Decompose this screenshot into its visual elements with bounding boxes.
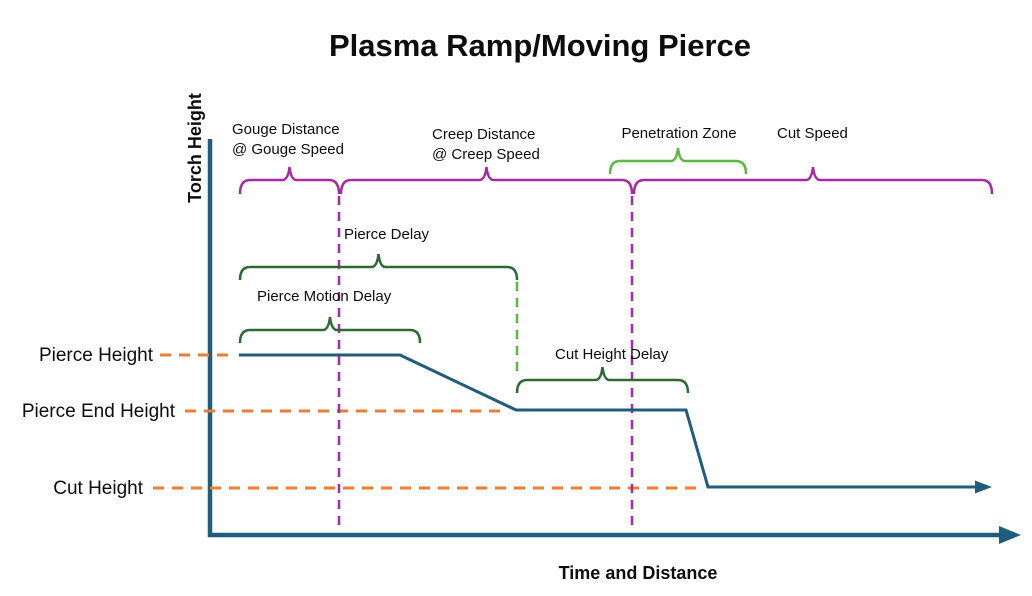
creep-distance-label-line1: Creep Distance <box>432 126 535 143</box>
x-axis-arrowhead-icon <box>999 526 1021 544</box>
pierce-motion-delay-label: Pierce Motion Delay <box>257 288 392 305</box>
torch-profile-arrowhead-icon <box>975 480 992 494</box>
diagram-title: Plasma Ramp/Moving Pierce <box>329 28 751 63</box>
distance-braces-group <box>238 147 994 195</box>
creep-distance-label-line2: @ Creep Speed <box>432 146 540 163</box>
height-reference-lines <box>153 353 700 490</box>
gouge-distance-label-line2: @ Gouge Speed <box>232 141 344 158</box>
x-axis-label: Time and Distance <box>559 563 718 583</box>
torch-profile-line <box>239 353 978 489</box>
creep-distance-brace <box>339 166 634 195</box>
pierce-end-height-label: Pierce End Height <box>22 401 176 422</box>
pierce-delay-label: Pierce Delay <box>344 226 430 243</box>
torch-profile-group <box>239 353 992 494</box>
gouge-distance-label-line1: Gouge Distance <box>232 121 340 138</box>
delay-braces-group <box>238 253 690 394</box>
cut-speed-label: Cut Speed <box>777 125 848 142</box>
pierce-delay-brace <box>238 253 519 281</box>
pierce-height-label: Pierce Height <box>39 345 154 366</box>
axes-group <box>207 139 1021 544</box>
cut-height-label: Cut Height <box>53 478 143 499</box>
axis-lines <box>207 139 1002 538</box>
pierce-motion-delay-brace <box>238 316 422 344</box>
cut-height-delay-brace <box>515 366 690 394</box>
cut-height-delay-label: Cut Height Delay <box>555 346 669 363</box>
gouge-distance-brace <box>238 166 341 195</box>
penetration-zone-brace <box>608 147 748 175</box>
phase-divider-lines <box>337 196 634 532</box>
penetration-zone-label: Penetration Zone <box>621 125 736 142</box>
y-axis-label: Torch Height <box>185 93 205 203</box>
cut-speed-brace <box>632 166 994 195</box>
